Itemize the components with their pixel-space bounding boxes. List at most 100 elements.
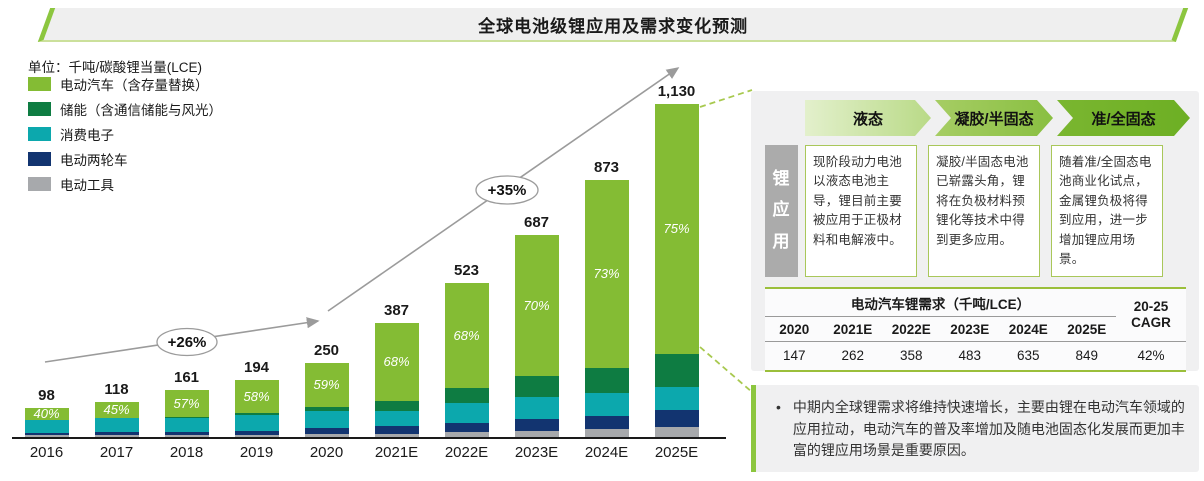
ev-share-label-2022E: 68% <box>453 327 480 343</box>
bar-total-label-2020: 250 <box>313 342 340 359</box>
unit-label: 单位：千吨/碳酸锂当量(LCE) <box>28 60 203 75</box>
bar-segment-power-tools-2016 <box>24 435 69 437</box>
bar-segment-storage-2023E <box>514 376 559 397</box>
x-axis-label-2017: 2017 <box>99 444 134 461</box>
bar-segment-two-wheeler-2025E <box>654 410 699 427</box>
legend-swatch-ev <box>28 77 51 91</box>
x-axis-label-2018: 2018 <box>169 444 204 461</box>
bar-segment-two-wheeler-2020 <box>304 428 349 435</box>
table-value-2021E: 262 <box>841 348 865 363</box>
bar-segment-ev-2017: 45% <box>94 402 139 418</box>
x-axis-line <box>12 437 726 439</box>
note-bullet: • <box>776 399 781 415</box>
bar-2023E: 70% <box>514 235 559 437</box>
legend-label-power-tools: 电动工具 <box>60 178 114 193</box>
x-axis-label-2020: 2020 <box>309 444 344 461</box>
bar-total-label-2019: 194 <box>243 359 270 376</box>
bar-segment-power-tools-2021E <box>374 433 419 437</box>
bar-total-label-2016: 98 <box>38 387 55 404</box>
x-axis-label-2016: 2016 <box>29 444 64 461</box>
legend-swatch-two-wheeler <box>28 152 51 166</box>
table-value-2022E: 358 <box>899 348 923 363</box>
legend-label-ev: 电动汽车（含存量替换） <box>60 78 209 93</box>
stage-note-box-1: 现阶段动力电池以液态电池主导，锂目前主要被应用于正极材料和电解液中。 <box>805 145 917 277</box>
bar-segment-storage-2025E <box>654 353 699 388</box>
table-year-2025E: 2025E <box>1067 322 1107 337</box>
bar-segment-storage-2022E <box>444 387 489 404</box>
table-cagr-value: 42% <box>1137 348 1165 363</box>
ev-share-label-2017: 45% <box>103 402 130 418</box>
bar-2017: 45% <box>94 402 139 437</box>
bar-segment-power-tools-2017 <box>94 435 139 437</box>
bar-segment-ev-2020: 59% <box>304 363 349 407</box>
summary-note-card: • 中期内全球锂需求将维持快速增长，主要由锂在电动汽车领域的应用拉动，电动汽车的… <box>751 385 1199 472</box>
stage-arrow-3: 准/全固态 <box>1057 100 1190 136</box>
ev-share-label-2024E: 73% <box>593 266 620 282</box>
stage-note-box-3: 随着准/全固态电池商业化试点，金属锂负极将得到应用，进一步增加锂应用场景。 <box>1051 145 1163 277</box>
bar-2019: 58% <box>234 380 279 437</box>
legend-item-consumer: 消费电子 <box>28 127 222 143</box>
table-year-header-row: 2020 2021E 2022E 2023E 2024E 2025E <box>765 317 1116 341</box>
legend-item-storage: 储能（含通信储能与风光） <box>28 102 222 118</box>
bar-segment-two-wheeler-2017 <box>94 432 139 436</box>
bar-segment-power-tools-2023E <box>514 430 559 437</box>
bar-segment-ev-2016: 40% <box>24 406 69 422</box>
bar-segment-two-wheeler-2019 <box>234 430 279 435</box>
legend-swatch-storage <box>28 102 51 116</box>
table-year-2022E: 2022E <box>891 322 931 337</box>
table-value-2025E: 849 <box>1075 348 1099 363</box>
bar-2021E: 68% <box>374 323 419 437</box>
electrolyte-stage-arrows: 液态 凝胶/半固态 准/全固态 <box>805 100 1190 136</box>
x-axis-label-2025E: 2025E <box>654 444 699 461</box>
ev-share-label-2016: 40% <box>33 406 60 422</box>
table-cagr-header: 20-25 CAGR <box>1131 298 1171 330</box>
panel-side-tab: 锂应用 <box>765 145 798 277</box>
legend-item-ev: 电动汽车（含存量替换） <box>28 77 222 93</box>
table-year-2024E: 2024E <box>1008 322 1048 337</box>
stage-note-box-2: 凝胶/半固态电池已崭露头角，锂将在负极材料预锂化等技术中得到更多应用。 <box>928 145 1040 277</box>
bar-segment-consumer-2017 <box>94 418 139 433</box>
bar-segment-consumer-2023E <box>514 396 559 419</box>
bar-segment-storage-2024E <box>584 367 629 394</box>
bar-segment-ev-2021E: 68% <box>374 323 419 401</box>
bar-2022E: 68% <box>444 283 489 437</box>
table-year-2023E: 2023E <box>950 322 990 337</box>
table-title: 电动汽车锂需求（千吨/LCE） <box>765 289 1116 317</box>
ev-share-label-2020: 59% <box>313 377 340 393</box>
bar-segment-ev-2019: 58% <box>234 380 279 414</box>
bar-total-label-2017: 118 <box>104 381 129 398</box>
bar-segment-storage-2016 <box>24 419 69 421</box>
bar-total-label-2024E: 873 <box>593 159 620 176</box>
summary-note-text: 中期内全球锂需求将维持快速增长，主要由锂在电动汽车领域的应用拉动，电动汽车的普及… <box>792 399 1185 459</box>
bar-segment-ev-2023E: 70% <box>514 235 559 377</box>
x-axis-label-2023E: 2023E <box>514 444 559 461</box>
ev-share-label-2025E: 75% <box>663 221 690 237</box>
lithium-application-panel: 液态 凝胶/半固态 准/全固态 锂应用 现阶段动力电池以液态电池主导，锂目前主要被应… <box>751 91 1199 372</box>
bar-segment-storage-2019 <box>234 413 279 415</box>
x-axis-label-2024E: 2024E <box>584 444 629 461</box>
legend-swatch-power-tools <box>28 177 51 191</box>
legend-item-power-tools: 电动工具 <box>28 177 222 193</box>
legend-item-two-wheeler: 电动两轮车 <box>28 152 222 168</box>
bar-segment-power-tools-2019 <box>234 434 279 437</box>
bar-2016: 40% <box>24 406 69 437</box>
stage-arrow-2: 凝胶/半固态 <box>935 100 1053 136</box>
legend-label-storage: 储能（含通信储能与风光） <box>60 103 222 118</box>
bar-segment-consumer-2021E <box>374 410 419 426</box>
bar-segment-ev-2018: 57% <box>164 390 209 417</box>
bar-segment-two-wheeler-2021E <box>374 425 419 434</box>
legend-label-two-wheeler: 电动两轮车 <box>60 153 128 168</box>
bar-2018: 57% <box>164 390 209 437</box>
bar-segment-ev-2024E: 73% <box>584 180 629 368</box>
bar-segment-power-tools-2025E <box>654 426 699 437</box>
bar-segment-two-wheeler-2022E <box>444 423 489 433</box>
table-value-row: 147 262 358 483 635 849 42% <box>765 342 1186 370</box>
bar-segment-consumer-2022E <box>444 403 489 424</box>
bar-segment-consumer-2018 <box>164 417 209 432</box>
bar-segment-ev-2025E: 75% <box>654 104 699 354</box>
bar-segment-consumer-2024E <box>584 393 629 417</box>
x-axis-label-2019: 2019 <box>239 444 274 461</box>
bar-segment-storage-2020 <box>304 406 349 412</box>
bar-segment-two-wheeler-2018 <box>164 431 209 436</box>
bar-segment-consumer-2020 <box>304 411 349 429</box>
